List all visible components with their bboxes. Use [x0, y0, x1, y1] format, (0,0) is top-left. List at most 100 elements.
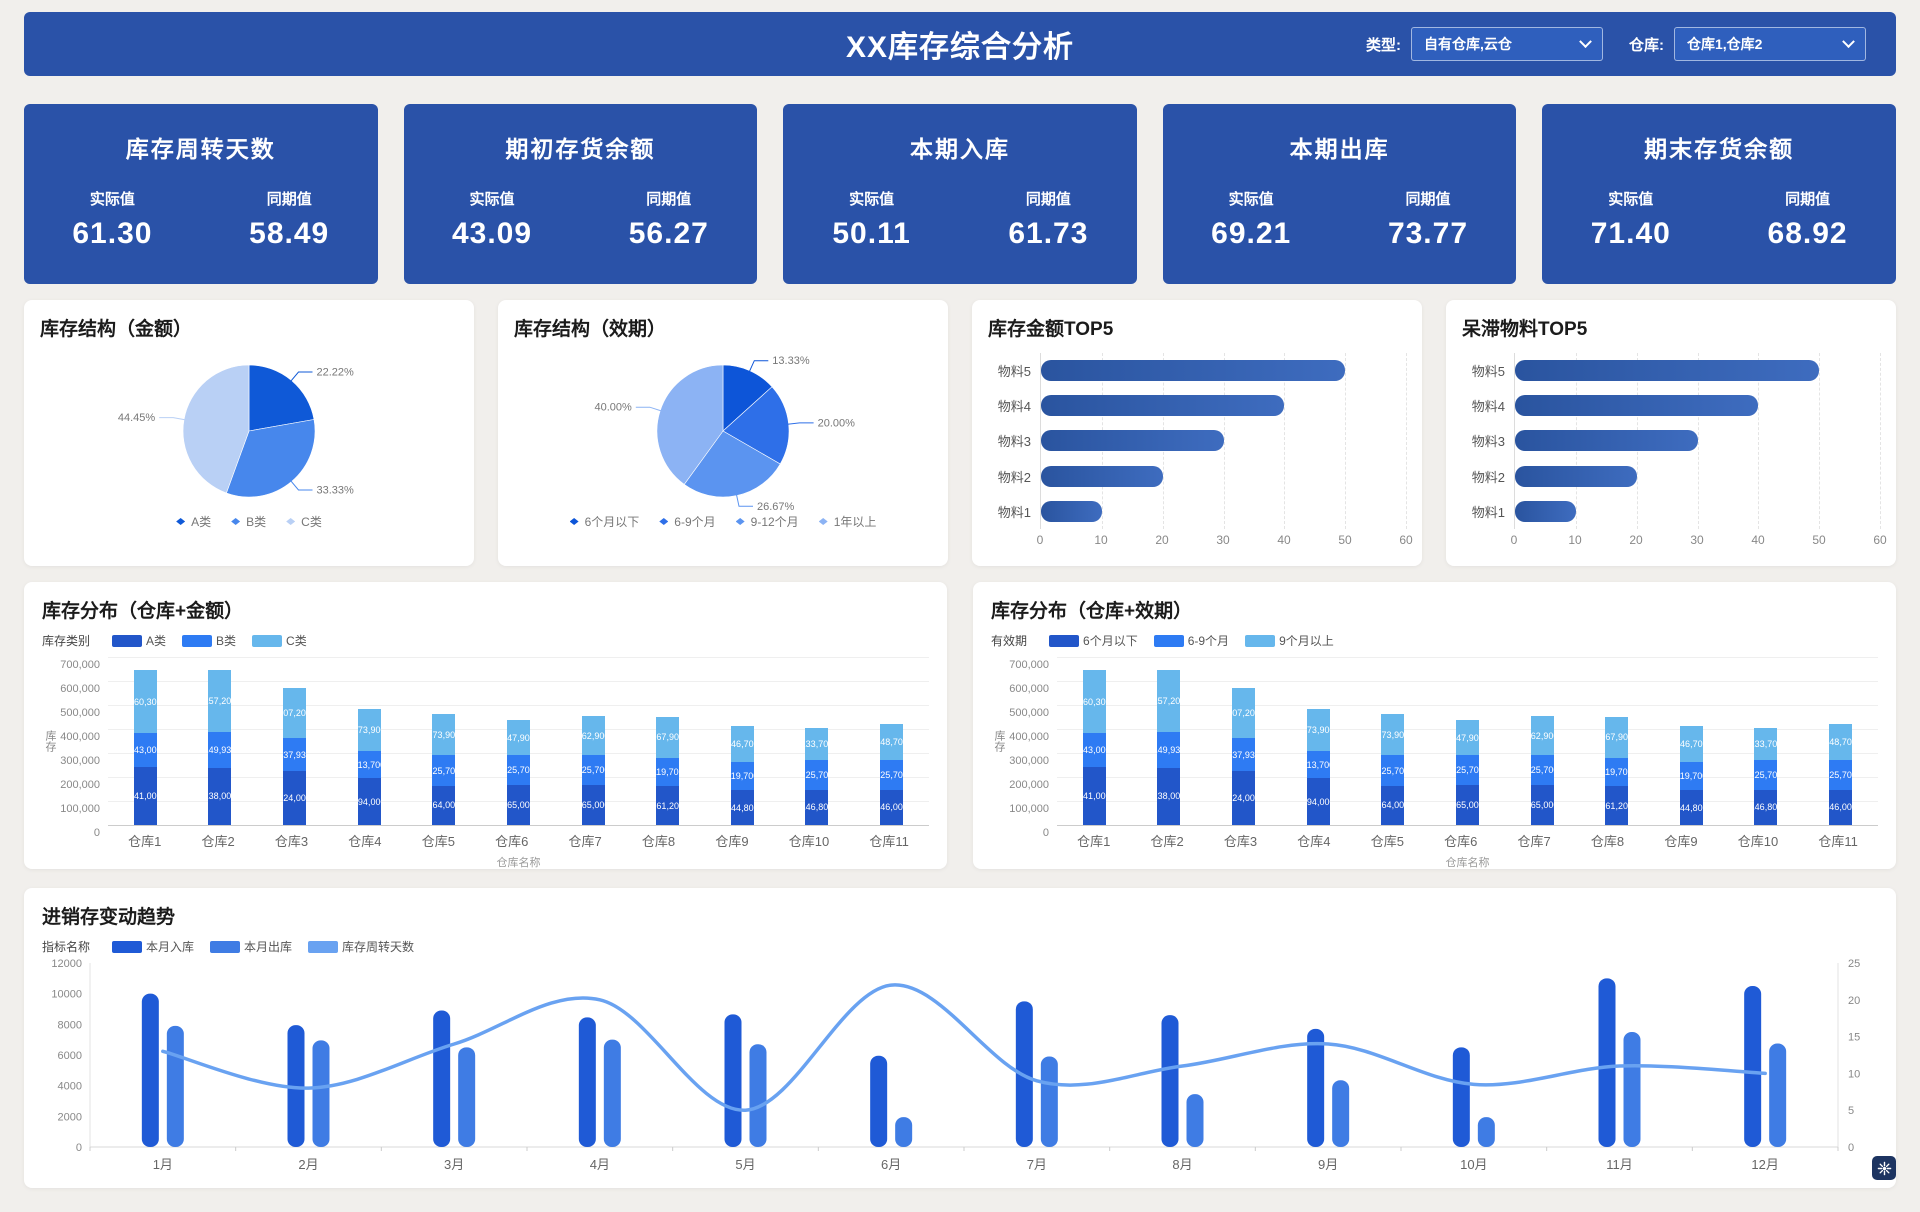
bar-segment-A类[interactable]: 144,800: [731, 790, 754, 825]
bar-segment-9个月以上[interactable]: 207,200: [1232, 688, 1255, 738]
legend-item-库存周转天数[interactable]: 库存周转天数: [308, 938, 414, 955]
bar-segment-9个月以上[interactable]: 167,900: [1605, 717, 1628, 757]
bar-segment-C类[interactable]: 147,900: [507, 720, 530, 755]
bar-segment-B类[interactable]: 143,000: [134, 733, 157, 767]
bar-group-仓库6[interactable]: 165,000125,700147,900: [507, 657, 530, 825]
bar-segment-6-9个月[interactable]: 119,700: [1680, 762, 1703, 791]
filter-warehouse-select[interactable]: 仓库1,仓库2: [1674, 27, 1866, 61]
bar-segment-9个月以上[interactable]: 162,900: [1531, 716, 1554, 755]
bar-segment-C类[interactable]: 260,300: [134, 670, 157, 732]
bar-segment-B类[interactable]: 125,700: [805, 760, 828, 790]
bar-segment-9个月以上[interactable]: 257,200: [1157, 670, 1180, 732]
bar-segment-C类[interactable]: 167,900: [656, 717, 679, 757]
bar-本月出库-3月[interactable]: [458, 1047, 475, 1147]
bar-物料3[interactable]: [1041, 430, 1224, 451]
bar-segment-C类[interactable]: 146,700: [731, 726, 754, 761]
bar-group-仓库1[interactable]: 241,000143,000260,300: [134, 657, 157, 825]
bar-本月出库-6月[interactable]: [895, 1117, 912, 1147]
bar-group-仓库6[interactable]: 165,000125,700147,900: [1456, 657, 1479, 825]
bar-segment-B类[interactable]: 137,930: [283, 738, 306, 771]
bar-本月出库-8月[interactable]: [1187, 1094, 1204, 1147]
bar-本月出库-9月[interactable]: [1332, 1080, 1349, 1147]
bar-本月入库-6月[interactable]: [870, 1056, 887, 1147]
bar-物料1[interactable]: [1515, 501, 1576, 522]
bar-物料4[interactable]: [1041, 395, 1284, 416]
bar-本月出库-12月[interactable]: [1769, 1044, 1786, 1148]
bar-segment-6个月以下[interactable]: 241,000: [1083, 767, 1106, 825]
bar-group-仓库9[interactable]: 144,800119,700146,700: [731, 657, 754, 825]
bar-segment-6个月以下[interactable]: 224,000: [1232, 771, 1255, 825]
bar-segment-9个月以上[interactable]: 133,700: [1754, 728, 1777, 760]
bar-segment-B类[interactable]: 149,930: [208, 732, 231, 768]
bar-segment-A类[interactable]: 224,000: [283, 771, 306, 825]
bar-segment-6个月以下[interactable]: 165,000: [1456, 785, 1479, 825]
bar-segment-9个月以上[interactable]: 173,900: [1381, 714, 1404, 756]
bar-group-仓库5[interactable]: 164,000125,700173,900: [432, 657, 455, 825]
bar-segment-C类[interactable]: 133,700: [805, 728, 828, 760]
bar-本月入库-12月[interactable]: [1744, 986, 1761, 1147]
bar-segment-B类[interactable]: 125,700: [507, 755, 530, 785]
bar-segment-B类[interactable]: 125,700: [582, 755, 605, 785]
bar-物料2[interactable]: [1041, 466, 1163, 487]
bar-segment-A类[interactable]: 146,800: [805, 790, 828, 825]
legend-item-A类[interactable]: A类: [112, 632, 166, 649]
bar-segment-C类[interactable]: 173,900: [358, 709, 381, 751]
bar-本月入库-1月[interactable]: [142, 994, 159, 1147]
bar-本月入库-9月[interactable]: [1307, 1029, 1324, 1147]
bar-group-仓库10[interactable]: 146,800125,700133,700: [1754, 657, 1777, 825]
bar-本月出库-2月[interactable]: [313, 1040, 330, 1147]
bar-本月入库-5月[interactable]: [725, 1014, 742, 1147]
bar-segment-A类[interactable]: 194,000: [358, 778, 381, 825]
bar-segment-6-9个月[interactable]: 125,700: [1829, 760, 1852, 790]
legend-item-C类[interactable]: C类: [252, 632, 307, 649]
legend-item-9个月以上[interactable]: 9个月以上: [1245, 632, 1334, 649]
bar-group-仓库4[interactable]: 194,000113,700173,900: [1307, 657, 1330, 825]
bar-segment-B类[interactable]: 125,700: [880, 760, 903, 790]
bar-本月入库-11月[interactable]: [1599, 978, 1616, 1147]
bar-物料5[interactable]: [1515, 360, 1819, 381]
bar-segment-A类[interactable]: 164,000: [432, 786, 455, 825]
bar-segment-9个月以上[interactable]: 146,700: [1680, 726, 1703, 761]
bar-本月入库-8月[interactable]: [1162, 1015, 1179, 1147]
bar-group-仓库11[interactable]: 146,000125,700148,700: [880, 657, 903, 825]
bar-segment-6-9个月[interactable]: 149,930: [1157, 732, 1180, 768]
bar-segment-A类[interactable]: 165,000: [582, 785, 605, 825]
bar-segment-6个月以下[interactable]: 194,000: [1307, 778, 1330, 825]
bar-本月出库-5月[interactable]: [750, 1044, 767, 1147]
bar-group-仓库3[interactable]: 224,000137,930207,200: [283, 657, 306, 825]
bar-segment-6个月以下[interactable]: 238,000: [1157, 768, 1180, 825]
bar-segment-6-9个月[interactable]: 125,700: [1754, 760, 1777, 790]
bar-group-仓库2[interactable]: 238,000149,930257,200: [208, 657, 231, 825]
legend-item-本月出库[interactable]: 本月出库: [210, 938, 292, 955]
bar-segment-6-9个月[interactable]: 125,700: [1456, 755, 1479, 785]
bar-group-仓库5[interactable]: 164,000125,700173,900: [1381, 657, 1404, 825]
bar-group-仓库8[interactable]: 161,200119,700167,900: [656, 657, 679, 825]
bar-物料3[interactable]: [1515, 430, 1698, 451]
bar-segment-B类[interactable]: 125,700: [432, 755, 455, 785]
bar-segment-A类[interactable]: 165,000: [507, 785, 530, 825]
legend-item-9-12个月[interactable]: 9-12个月: [736, 513, 799, 530]
bar-segment-6-9个月[interactable]: 113,700: [1307, 751, 1330, 778]
bar-segment-B类[interactable]: 113,700: [358, 751, 381, 778]
bar-segment-6-9个月[interactable]: 119,700: [1605, 758, 1628, 787]
bar-segment-6个月以下[interactable]: 161,200: [1605, 786, 1628, 825]
bar-segment-C类[interactable]: 148,700: [880, 724, 903, 760]
legend-item-6-9个月[interactable]: 6-9个月: [659, 513, 715, 530]
bar-本月入库-10月[interactable]: [1453, 1047, 1470, 1147]
legend-item-6个月以下[interactable]: 6个月以下: [570, 513, 640, 530]
bar-group-仓库7[interactable]: 165,000125,700162,900: [582, 657, 605, 825]
bar-物料1[interactable]: [1041, 501, 1102, 522]
legend-item-1年以上[interactable]: 1年以上: [819, 513, 877, 530]
bar-本月出库-4月[interactable]: [604, 1040, 621, 1147]
bar-segment-9个月以上[interactable]: 148,700: [1829, 724, 1852, 760]
bar-group-仓库10[interactable]: 146,800125,700133,700: [805, 657, 828, 825]
bar-group-仓库1[interactable]: 241,000143,000260,300: [1083, 657, 1106, 825]
bar-segment-A类[interactable]: 161,200: [656, 786, 679, 825]
bar-group-仓库3[interactable]: 224,000137,930207,200: [1232, 657, 1255, 825]
bar-segment-9个月以上[interactable]: 260,300: [1083, 670, 1106, 732]
bar-本月出库-7月[interactable]: [1041, 1057, 1058, 1147]
bar-group-仓库7[interactable]: 165,000125,700162,900: [1531, 657, 1554, 825]
bar-segment-6个月以下[interactable]: 164,000: [1381, 786, 1404, 825]
bar-本月入库-4月[interactable]: [579, 1017, 596, 1147]
bar-segment-C类[interactable]: 207,200: [283, 688, 306, 738]
